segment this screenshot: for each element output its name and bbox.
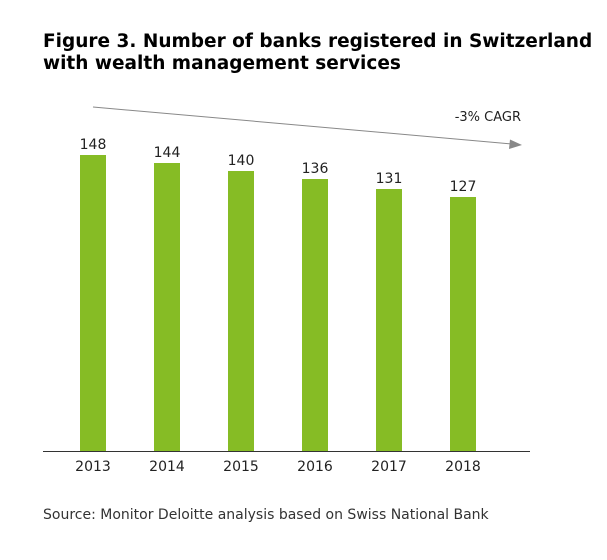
bar-2015: [228, 171, 254, 451]
category-label-2014: 2014: [149, 459, 185, 475]
chart-title: Figure 3. Number of banks registered in …: [43, 31, 593, 75]
bar-2018: [450, 197, 476, 451]
category-label-2018: 2018: [445, 459, 481, 475]
trend-arrow-head: [509, 139, 522, 149]
chart-title-line-2: with wealth management services: [43, 53, 401, 74]
trend-arrow-line: [92, 106, 513, 145]
source-note: Source: Monitor Deloitte analysis based …: [43, 507, 489, 523]
bar-2014: [154, 163, 180, 451]
value-label-2018: 127: [450, 179, 477, 195]
value-label-2015: 140: [228, 153, 255, 169]
bar-chart: -3% CAGR 148 2013 144 2014 140 2015 136 2016 131 2…: [43, 106, 530, 475]
category-label-2015: 2015: [223, 459, 259, 475]
value-label-2016: 136: [302, 161, 329, 177]
category-label-2016: 2016: [297, 459, 333, 475]
value-label-2013: 148: [80, 137, 107, 153]
bar-2016: [302, 179, 328, 451]
category-label-2013: 2013: [75, 459, 111, 475]
chart-title-line-1: Figure 3. Number of banks registered in …: [43, 31, 593, 52]
value-label-2014: 144: [154, 145, 181, 161]
bar-2017: [376, 189, 402, 451]
category-label-2017: 2017: [371, 459, 407, 475]
cagr-annotation: -3% CAGR: [455, 110, 521, 125]
value-label-2017: 131: [376, 171, 403, 187]
bar-2013: [80, 155, 106, 451]
